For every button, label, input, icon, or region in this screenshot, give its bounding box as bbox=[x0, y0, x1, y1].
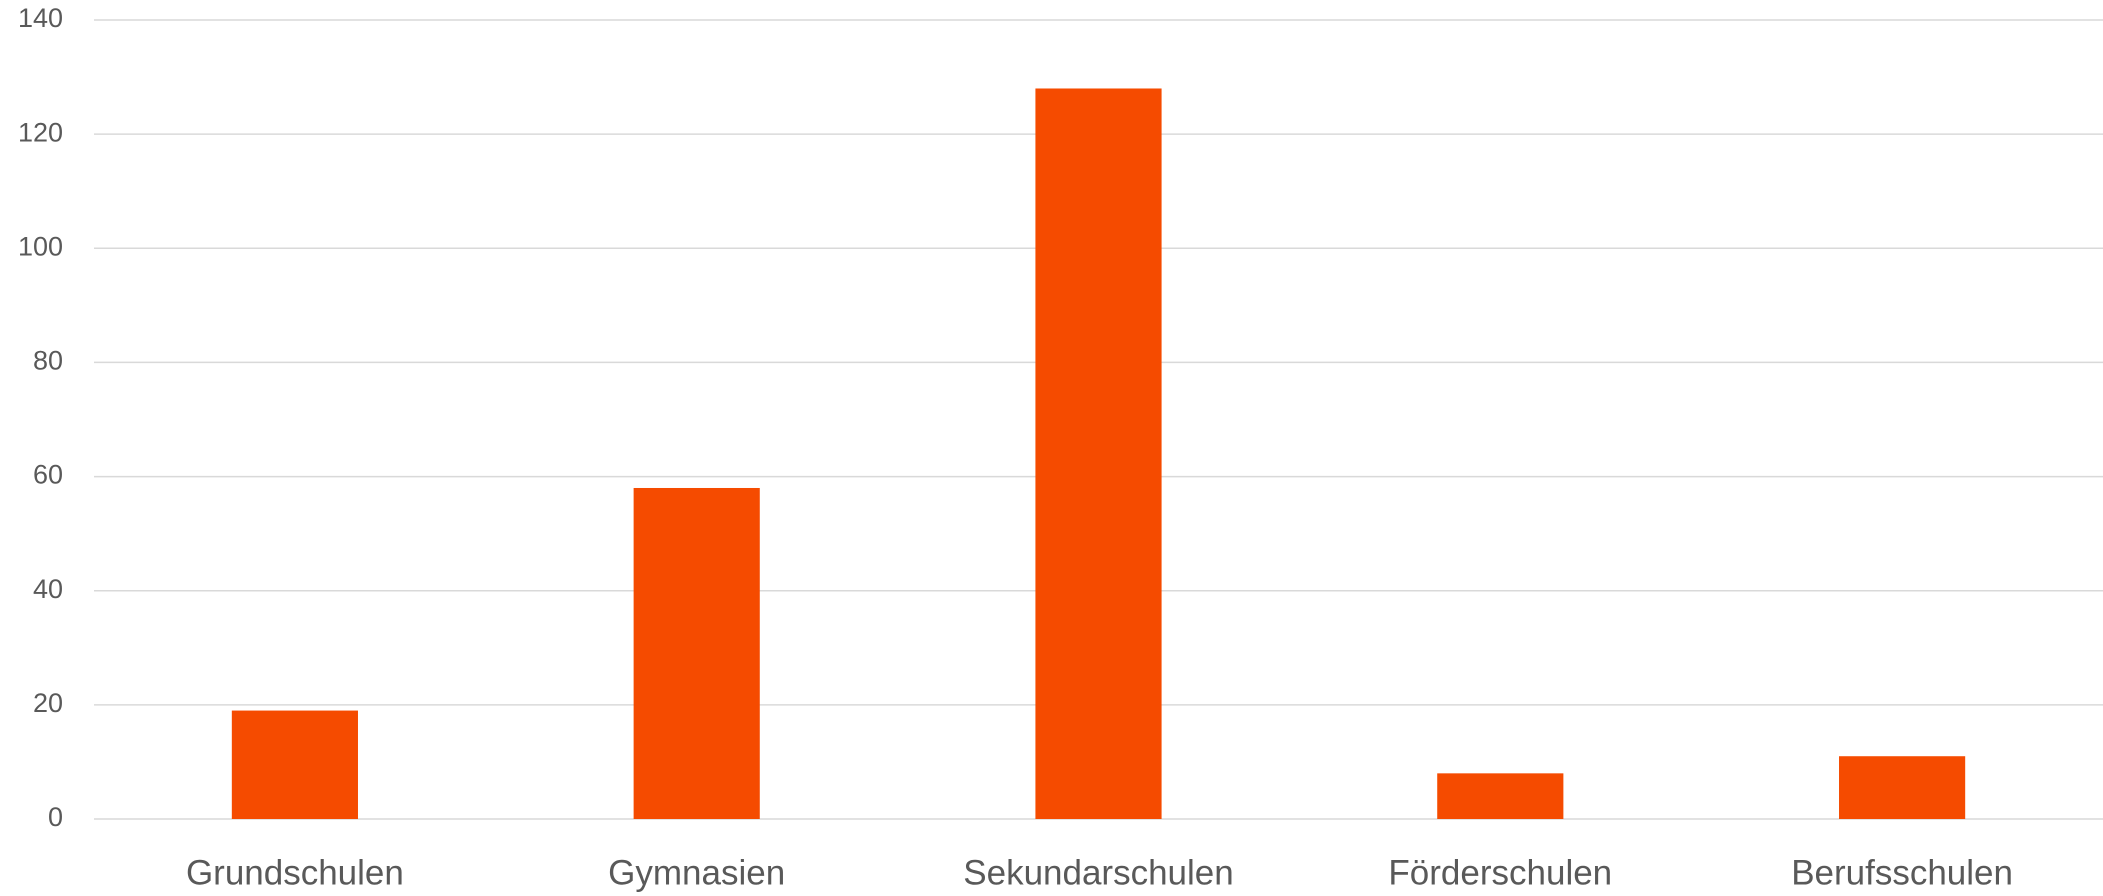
y-tick-label: 120 bbox=[18, 117, 63, 147]
x-tick-label: Sekundarschulen bbox=[963, 853, 1233, 892]
y-tick-label: 80 bbox=[33, 346, 63, 376]
y-tick-label: 40 bbox=[33, 574, 63, 604]
x-tick-label: Berufsschulen bbox=[1791, 853, 2013, 892]
bar bbox=[633, 487, 760, 819]
x-tick-label: Förderschulen bbox=[1388, 853, 1612, 892]
x-tick-label: Gymnasien bbox=[608, 853, 785, 892]
y-tick-label: 20 bbox=[33, 688, 63, 718]
x-tick-label: Grundschulen bbox=[186, 853, 404, 892]
y-tick-label: 100 bbox=[18, 231, 63, 261]
y-tick-label: 140 bbox=[18, 3, 63, 33]
bar bbox=[1839, 756, 1966, 819]
y-tick-label: 60 bbox=[33, 460, 63, 490]
bar bbox=[1035, 88, 1162, 819]
bar bbox=[231, 710, 358, 819]
y-tick-label: 0 bbox=[48, 802, 63, 832]
bar bbox=[1437, 773, 1564, 819]
